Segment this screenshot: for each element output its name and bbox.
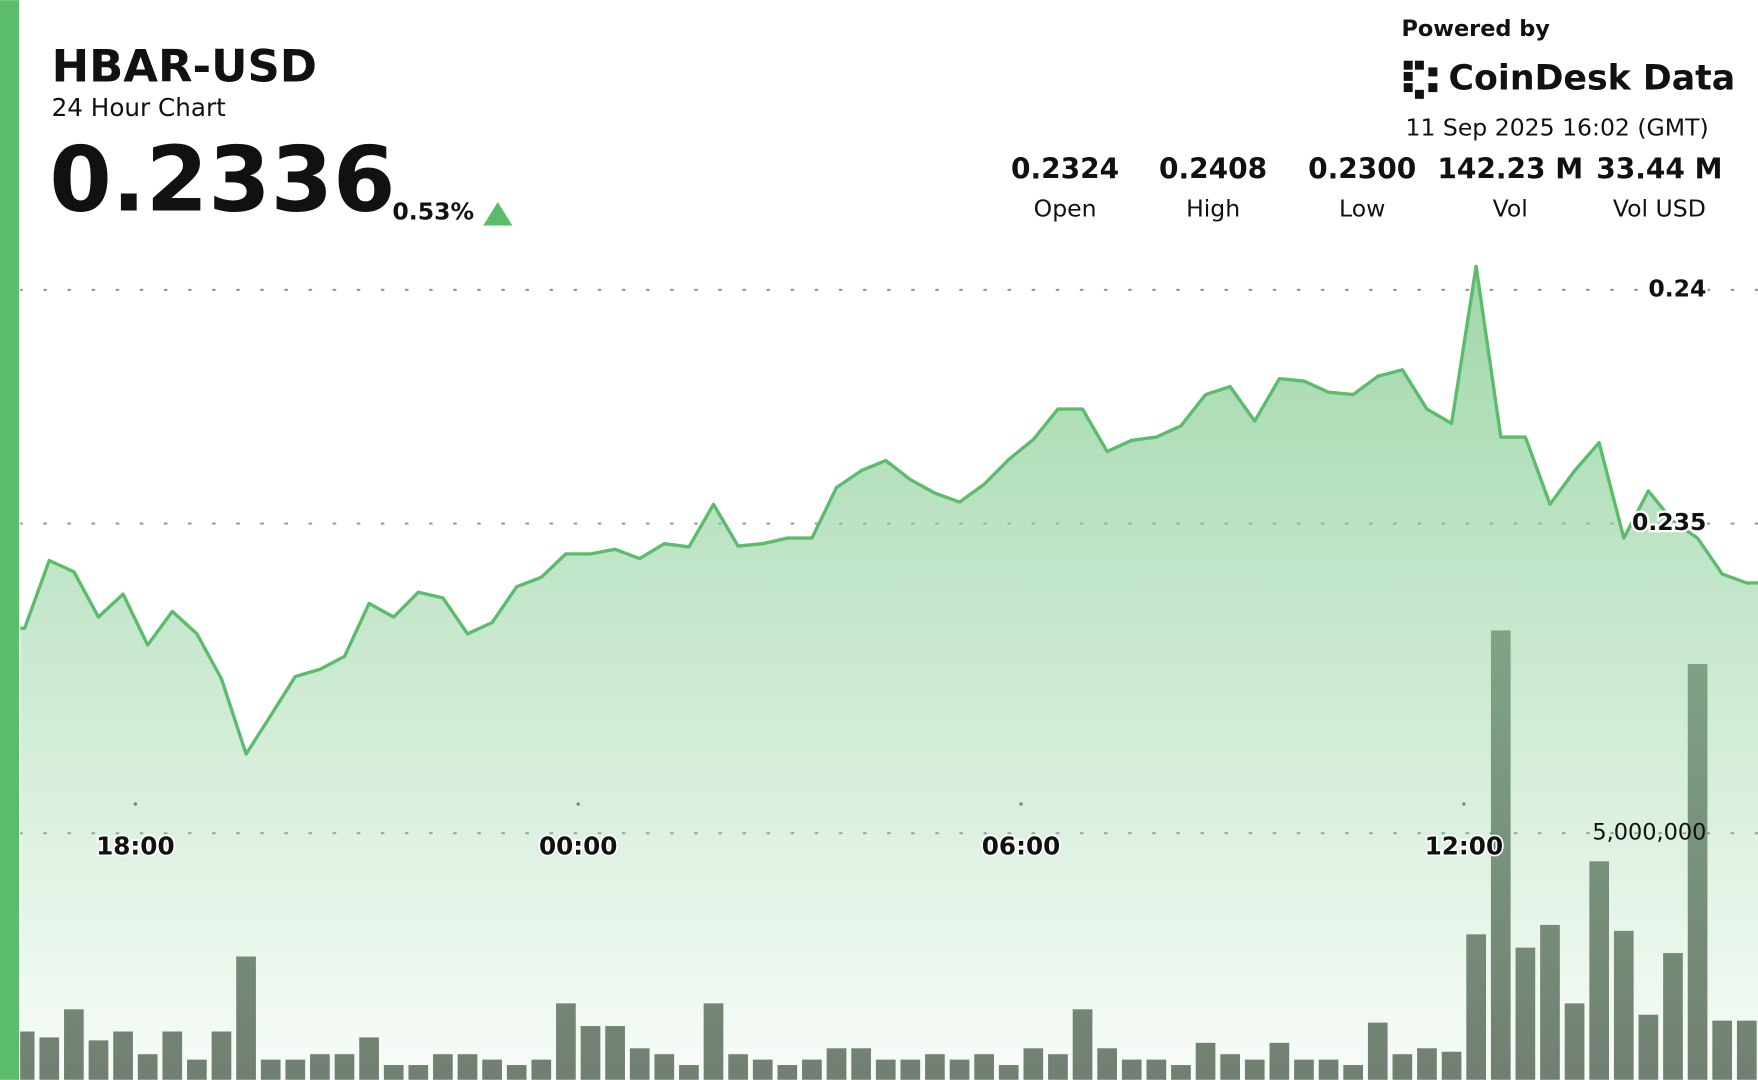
price-line bbox=[20, 264, 1758, 756]
x-tick-label: 06:00 bbox=[982, 832, 1060, 861]
y-tick-label: 0.235 bbox=[1632, 508, 1706, 536]
up-arrow bbox=[483, 201, 513, 226]
stat-label: Low bbox=[1339, 194, 1385, 222]
stat-value: 0.2300 bbox=[1308, 153, 1416, 186]
x-tick-label: 00:00 bbox=[539, 832, 617, 861]
symbol: HBAR-USD bbox=[52, 40, 317, 93]
axes: 0.235 0.24 5,000,000 18:00 00:00 06:00 12:00 bbox=[94, 272, 1708, 862]
stat-label: Vol bbox=[1493, 194, 1528, 222]
stats: 0.2324 Open 0.2408 High 0.2300 Low 142.23 M Vol… bbox=[1011, 153, 1722, 223]
accent-bar bbox=[0, 0, 20, 1080]
brand-logo bbox=[1403, 60, 1438, 99]
stat-label: Open bbox=[1034, 194, 1097, 222]
price: 0.2336 bbox=[49, 129, 395, 233]
timestamp: 11 Sep 2025 16:02 (GMT) bbox=[1405, 114, 1708, 142]
plot-area bbox=[20, 264, 1758, 1080]
stat-label: High bbox=[1186, 194, 1240, 222]
stat-value: 0.2324 bbox=[1011, 153, 1119, 186]
stat-value: 0.2408 bbox=[1159, 153, 1267, 186]
powered-by: Powered by bbox=[1401, 16, 1550, 42]
stat-value: 33.44 M bbox=[1596, 153, 1722, 186]
stat-label: Vol USD bbox=[1613, 194, 1706, 222]
x-tick-label: 12:00 bbox=[1425, 832, 1503, 861]
price-area bbox=[20, 266, 1758, 1080]
y2-tick-label: 5,000,000 bbox=[1592, 820, 1706, 846]
stat-value: 142.23 M bbox=[1437, 153, 1583, 186]
y-tick-label: 0.24 bbox=[1648, 274, 1706, 302]
x-tick-label: 18:00 bbox=[96, 832, 174, 861]
brand-name: CoinDesk Data bbox=[1449, 59, 1736, 99]
subtitle: 24 Hour Chart bbox=[52, 93, 227, 122]
change: 0.53% bbox=[392, 198, 474, 226]
